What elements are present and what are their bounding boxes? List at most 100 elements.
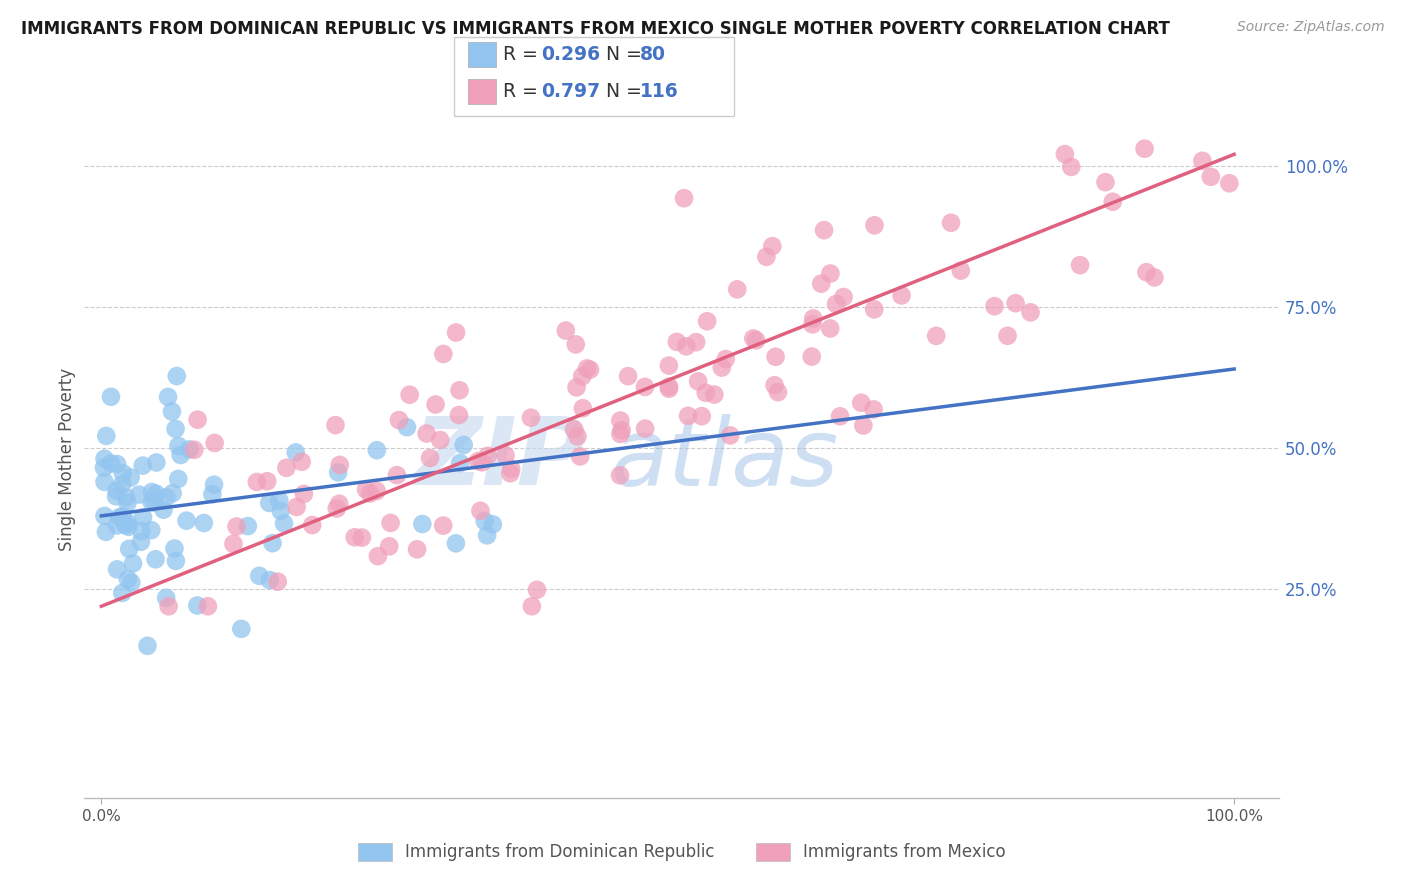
Point	[93, 475, 115, 489]
Point	[378, 539, 401, 553]
Point	[576, 361, 599, 376]
Point	[449, 384, 471, 398]
Point	[718, 428, 741, 442]
Point	[94, 524, 117, 539]
Point	[862, 402, 884, 417]
Point	[658, 382, 681, 396]
Point	[197, 599, 219, 614]
Point	[710, 360, 733, 375]
Point	[471, 455, 494, 469]
Point	[658, 359, 681, 373]
Point	[385, 468, 408, 483]
Point	[609, 413, 631, 427]
Point	[579, 362, 602, 376]
Point	[742, 331, 765, 345]
Point	[800, 350, 823, 364]
Point	[925, 329, 948, 343]
Point	[111, 477, 134, 491]
Point	[329, 458, 352, 472]
Point	[157, 599, 180, 614]
Point	[1094, 175, 1116, 189]
Point	[425, 397, 447, 411]
Point	[131, 524, 153, 538]
Point	[676, 409, 699, 423]
Point	[609, 468, 631, 483]
Point	[93, 460, 115, 475]
Point	[204, 436, 226, 450]
Point	[801, 311, 824, 326]
Point	[939, 216, 962, 230]
Point	[350, 531, 373, 545]
Point	[225, 519, 247, 533]
Point	[1191, 153, 1213, 168]
Point	[117, 496, 139, 510]
Point	[610, 423, 633, 437]
Point	[93, 508, 115, 523]
Point	[449, 456, 471, 470]
Point	[270, 504, 292, 518]
Point	[291, 455, 314, 469]
Point	[120, 575, 142, 590]
Point	[166, 369, 188, 384]
Point	[111, 466, 134, 480]
Point	[105, 489, 128, 503]
Point	[128, 488, 150, 502]
Point	[132, 458, 155, 473]
Point	[997, 328, 1019, 343]
Text: 0.296: 0.296	[541, 45, 600, 64]
Point	[129, 534, 152, 549]
Point	[526, 582, 548, 597]
Text: 116: 116	[640, 81, 679, 101]
Point	[136, 639, 159, 653]
Point	[292, 487, 315, 501]
Point	[482, 517, 505, 532]
Point	[444, 536, 467, 550]
Point	[367, 549, 389, 563]
Point	[285, 500, 308, 514]
Text: 0.797: 0.797	[541, 81, 600, 101]
Point	[863, 302, 886, 317]
Point	[1199, 169, 1222, 184]
Point	[495, 448, 517, 462]
Point	[499, 467, 522, 481]
Point	[366, 443, 388, 458]
Point	[675, 339, 697, 353]
Point	[569, 450, 592, 464]
Point	[380, 516, 402, 530]
Point	[685, 335, 707, 350]
Point	[453, 438, 475, 452]
Point	[269, 493, 291, 508]
Point	[658, 379, 681, 393]
Point	[825, 297, 848, 311]
Point	[444, 326, 467, 340]
Point	[111, 509, 134, 524]
Point	[703, 387, 725, 401]
Point	[411, 516, 433, 531]
Point	[765, 350, 787, 364]
Point	[634, 421, 657, 435]
Point	[1218, 176, 1240, 190]
Point	[176, 514, 198, 528]
Point	[117, 572, 139, 586]
Point	[179, 442, 201, 457]
Point	[696, 314, 718, 328]
Point	[105, 518, 128, 533]
Point	[354, 483, 377, 497]
Point	[766, 385, 789, 400]
Point	[222, 537, 245, 551]
Point	[1143, 270, 1166, 285]
Point	[564, 337, 586, 351]
Point	[145, 486, 167, 500]
Text: IMMIGRANTS FROM DOMINICAN REPUBLIC VS IMMIGRANTS FROM MEXICO SINGLE MOTHER POVER: IMMIGRANTS FROM DOMINICAN REPUBLIC VS IM…	[21, 20, 1170, 37]
Point	[665, 334, 688, 349]
Point	[93, 451, 115, 466]
Point	[169, 448, 191, 462]
Point	[155, 491, 177, 505]
Point	[236, 519, 259, 533]
Point	[673, 191, 696, 205]
Point	[419, 450, 441, 465]
Point	[284, 445, 307, 459]
Point	[801, 318, 824, 332]
Point	[167, 439, 190, 453]
Point	[359, 486, 381, 500]
